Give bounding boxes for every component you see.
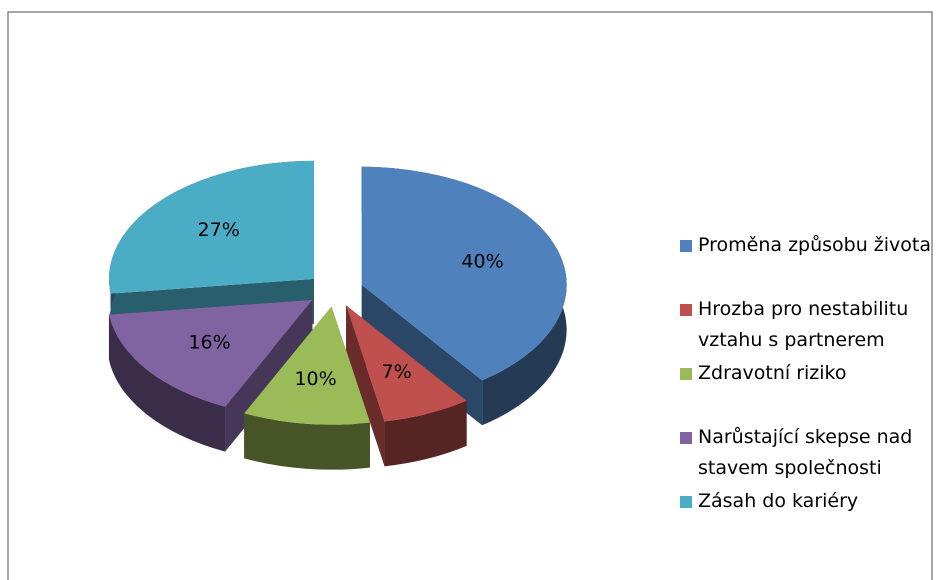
data-label: 40% — [461, 251, 503, 273]
slice-wall — [108, 314, 226, 452]
slice-wall — [244, 413, 370, 470]
legend-label: Zásah do kariéry — [698, 490, 859, 512]
legend-item: Proměna způsobu života — [680, 230, 938, 294]
slice-wall — [384, 400, 467, 467]
slice — [244, 306, 370, 470]
legend-swatch — [680, 304, 692, 316]
slice-top — [346, 305, 467, 422]
legend-label: Zdravotní riziko — [698, 362, 847, 384]
legend-label: Hrozba pro nestabilitu vztahu s partnere… — [698, 298, 909, 351]
legend-label: Proměna způsobu života — [698, 234, 932, 256]
data-label: 10% — [294, 368, 336, 390]
data-label: 16% — [188, 331, 230, 353]
slice-top — [244, 306, 370, 425]
slice-top — [108, 160, 314, 294]
legend-swatch — [680, 368, 692, 380]
legend-item: Hrozba pro nestabilitu vztahu s partnere… — [680, 294, 938, 358]
legend-swatch — [680, 432, 692, 444]
legend-item: Zásah do kariéry — [680, 486, 938, 526]
data-label: 7% — [382, 361, 412, 383]
slice-top — [108, 299, 313, 407]
data-label: 27% — [198, 219, 240, 241]
legend-item: Narůstající skepse nad stavem společnost… — [680, 422, 938, 486]
legend-swatch — [680, 496, 692, 508]
legend-swatch — [680, 240, 692, 252]
slice-side — [346, 305, 385, 467]
slice — [346, 305, 467, 467]
legend-item: Zdravotní riziko — [680, 358, 938, 422]
legend: Proměna způsobu života Hrozba pro nestabi… — [680, 230, 938, 526]
legend-label: Narůstající skepse nad stavem společnost… — [698, 426, 913, 479]
slice-top — [361, 166, 567, 381]
